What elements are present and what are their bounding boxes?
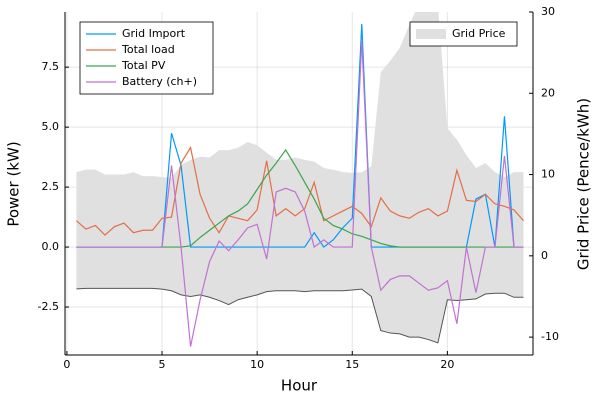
y-tick-label: 5.0 xyxy=(42,120,60,133)
x-tick-label: 0 xyxy=(63,358,70,371)
x-tick-label: 20 xyxy=(440,358,454,371)
legend-label: Grid Price xyxy=(452,27,506,40)
y-tick-label: 2.5 xyxy=(42,180,60,193)
plot-area xyxy=(76,12,524,347)
price-band xyxy=(76,12,524,343)
series-line xyxy=(76,40,524,347)
legend-label: Battery (ch+) xyxy=(122,75,197,88)
x-tick-label: 15 xyxy=(345,358,359,371)
series-line xyxy=(76,145,524,236)
y2-tick-label: -10 xyxy=(541,330,559,343)
y-tick-label: 7.5 xyxy=(42,60,60,73)
y2-tick-label: 30 xyxy=(541,5,555,18)
y-tick-label: -2.5 xyxy=(38,300,59,313)
legend-label: Total PV xyxy=(121,59,166,72)
y2-tick-label: 10 xyxy=(541,168,555,181)
y2-axis-title: Grid Price (Pence/kWh) xyxy=(575,98,593,270)
legend-swatch xyxy=(416,29,446,39)
y-axis-title: Power (kW) xyxy=(5,141,23,226)
legend-label: Total load xyxy=(121,43,175,56)
price-lower-line xyxy=(76,287,524,344)
y2-tick-label: 0 xyxy=(541,249,548,262)
legend-label: Grid Import xyxy=(122,27,186,40)
y-tick-label: 0.0 xyxy=(42,240,60,253)
y2-tick-label: 20 xyxy=(541,86,555,99)
x-axis-title: Hour xyxy=(281,377,318,395)
x-tick-label: 10 xyxy=(250,358,264,371)
x-tick-label: 5 xyxy=(159,358,166,371)
